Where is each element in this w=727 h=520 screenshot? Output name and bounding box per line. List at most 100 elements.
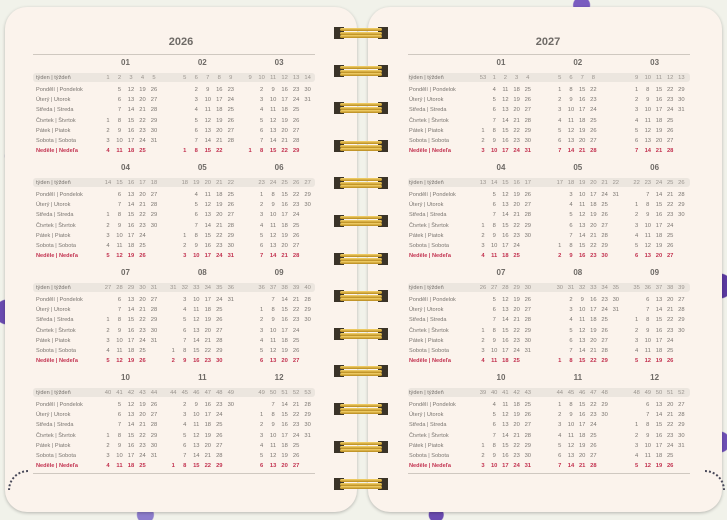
date: 21 xyxy=(590,348,597,354)
date: 1 xyxy=(634,87,639,93)
date: 20 xyxy=(281,243,288,249)
date: 11 xyxy=(502,87,509,93)
date: 5 xyxy=(194,202,198,209)
month-label: 04 xyxy=(121,163,130,172)
date: 21 xyxy=(139,307,146,314)
date: 7 xyxy=(569,232,573,239)
date: 27 xyxy=(292,243,300,249)
week-label: týden | týždeň xyxy=(409,179,444,186)
date: 3 xyxy=(634,337,639,344)
date: 24 xyxy=(601,307,608,314)
date: 15 xyxy=(502,127,509,134)
weekday-label: Neděle | Nedeľa xyxy=(36,253,78,260)
weekday-label: Neděle | Nedeľa xyxy=(409,148,451,155)
date: 2 xyxy=(481,138,485,144)
sunday-date: 9 xyxy=(183,358,187,365)
date: 30 xyxy=(524,138,532,144)
date: 1 xyxy=(183,232,187,239)
week-number: 10 xyxy=(258,74,265,81)
date: 17 xyxy=(281,97,288,104)
date: 22 xyxy=(666,202,674,209)
week-number: 2 xyxy=(503,74,508,81)
sunday-date: 16 xyxy=(578,253,586,260)
date: 20 xyxy=(513,307,520,314)
spiral-ring xyxy=(334,327,388,340)
week-number: 48 xyxy=(633,389,640,396)
date: 2 xyxy=(558,97,562,104)
weekday-label: Pátek | Piatok xyxy=(409,232,444,239)
date: 8 xyxy=(117,117,122,124)
date: 23 xyxy=(216,402,223,408)
date: 1 xyxy=(558,402,562,408)
date: 17 xyxy=(216,97,223,104)
date: 18 xyxy=(127,243,135,249)
date: 19 xyxy=(655,243,663,249)
date: 21 xyxy=(216,222,223,229)
date: 23 xyxy=(666,432,674,439)
week-number: 10 xyxy=(644,74,652,81)
date: 22 xyxy=(513,327,520,334)
sunday-date: 10 xyxy=(490,148,498,155)
sunday-date: 1 xyxy=(558,358,562,365)
date: 9 xyxy=(271,87,275,93)
date: 19 xyxy=(513,192,520,198)
date: 25 xyxy=(227,192,235,198)
date: 14 xyxy=(127,202,135,209)
date: 29 xyxy=(150,432,158,439)
sunday-date: 1 xyxy=(183,148,187,155)
date: 25 xyxy=(139,243,146,249)
date: 3 xyxy=(481,243,485,249)
date: 17 xyxy=(204,297,212,303)
date: 5 xyxy=(492,192,496,198)
date: 6 xyxy=(634,138,639,144)
date: 10 xyxy=(116,232,123,239)
week-number: 32 xyxy=(181,284,189,291)
week-number: 32 xyxy=(578,284,586,291)
sunday-date: 18 xyxy=(502,253,509,260)
week-number: 30 xyxy=(556,284,564,291)
sunday-date: 22 xyxy=(216,148,223,155)
date: 18 xyxy=(513,402,520,408)
sunday-date: 1 xyxy=(171,463,175,470)
date: 13 xyxy=(567,138,575,144)
sunday-date: 21 xyxy=(655,148,663,155)
date: 27 xyxy=(524,202,532,209)
sunday-date: 16 xyxy=(193,358,200,365)
date: 12 xyxy=(644,127,652,134)
sunday-date: 4 xyxy=(481,358,485,365)
date: 28 xyxy=(678,192,685,198)
date: 17 xyxy=(655,222,663,229)
date: 22 xyxy=(590,243,597,249)
date: 21 xyxy=(292,297,300,303)
date: 6 xyxy=(492,422,496,429)
sunday-date: 3 xyxy=(183,253,187,260)
date: 5 xyxy=(259,232,264,239)
date: 31 xyxy=(612,192,620,198)
date: 1 xyxy=(106,432,110,439)
sunday-date: 15 xyxy=(269,148,277,155)
date: 8 xyxy=(183,348,187,354)
sunday-date: 18 xyxy=(127,463,135,470)
date: 7 xyxy=(646,192,650,198)
date: 8 xyxy=(492,222,496,229)
date: 1 xyxy=(558,87,562,93)
sunday-date: 7 xyxy=(558,148,562,155)
date: 27 xyxy=(590,138,597,144)
date: 17 xyxy=(655,337,663,344)
date: 19 xyxy=(204,432,212,439)
date: 26 xyxy=(524,97,532,104)
week-label: týden | týždeň xyxy=(36,74,71,81)
sunday-date: 28 xyxy=(590,463,597,470)
date: 18 xyxy=(590,202,597,209)
date: 25 xyxy=(292,222,300,229)
date: 22 xyxy=(139,317,146,324)
week-number: 23 xyxy=(258,179,265,186)
week-number: 22 xyxy=(612,179,620,186)
weekday-label: Středa | Streda xyxy=(36,317,74,324)
month-label: 03 xyxy=(650,58,660,67)
date: 21 xyxy=(513,317,520,324)
month-label: 09 xyxy=(274,268,284,277)
sunday-date: 7 xyxy=(259,253,264,260)
date: 19 xyxy=(204,317,212,324)
date: 30 xyxy=(524,232,532,239)
